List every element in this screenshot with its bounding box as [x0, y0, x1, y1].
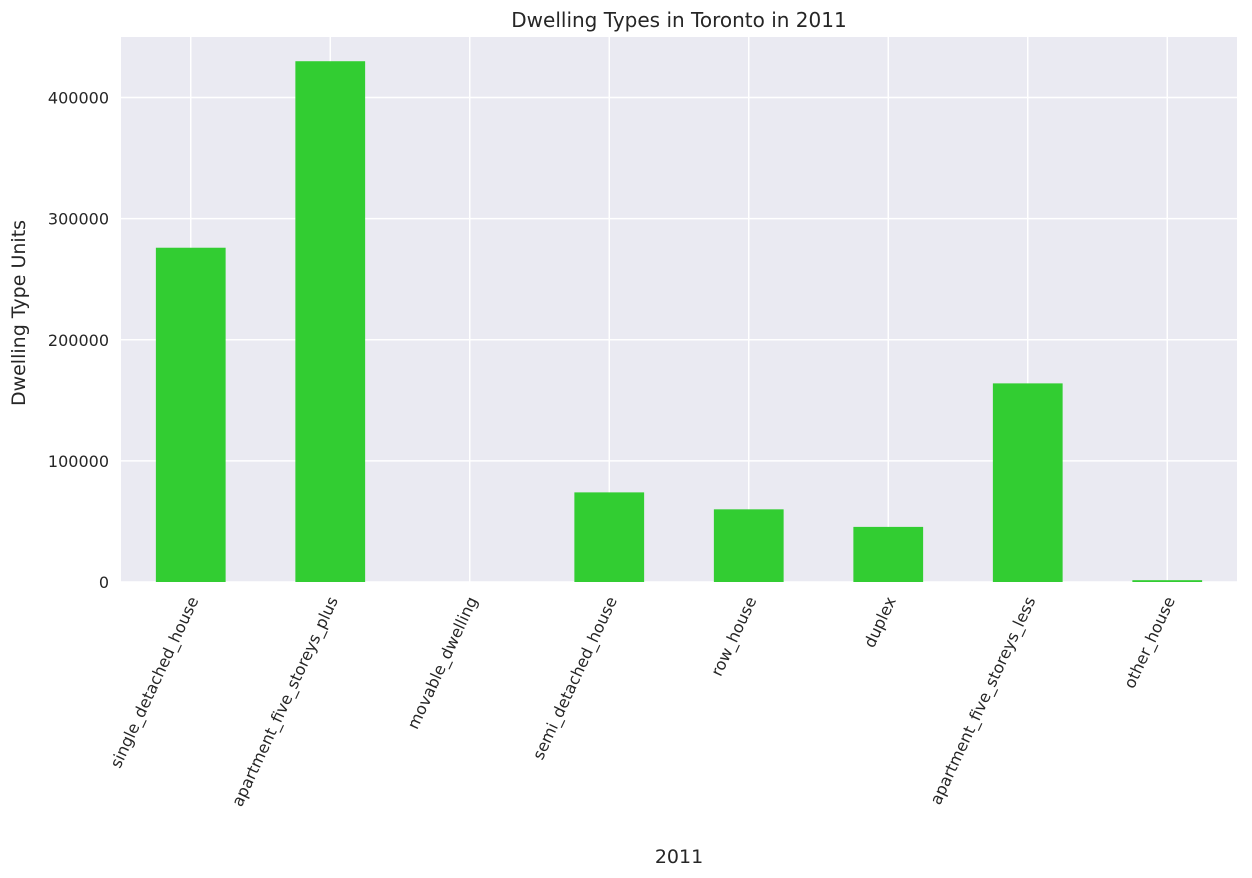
plot-area	[121, 37, 1237, 582]
y-axis-ticks: 0 100000 200000 300000 400000	[48, 89, 109, 592]
bars	[155, 61, 1203, 582]
x-tick-label: movable_dwelling	[403, 594, 482, 733]
y-tick-label: 0	[99, 573, 109, 592]
bar-semi-detached-house	[574, 492, 645, 582]
bar-single-detached-house	[155, 247, 226, 582]
x-tick-label: row_house	[707, 594, 761, 680]
y-tick-label: 400000	[48, 89, 109, 108]
x-tick-label: duplex	[860, 594, 900, 651]
y-tick-label: 300000	[48, 210, 109, 229]
x-axis-ticks: single_detached_house apartment_five_stor…	[106, 594, 1180, 810]
y-axis-label: Dwelling Type Units	[8, 220, 30, 406]
bar-row-house	[713, 509, 784, 582]
bar-apartment-five-storeys-plus	[295, 61, 366, 582]
x-tick-label: other_house	[1120, 594, 1180, 692]
bar-other-house	[1132, 580, 1203, 582]
chart-title: Dwelling Types in Toronto in 2011	[511, 8, 846, 32]
x-axis-label: 2011	[655, 846, 703, 868]
x-tick-label: apartment_five_storeys_less	[926, 594, 1040, 808]
x-tick-label: apartment_five_storeys_plus	[228, 594, 343, 810]
y-tick-label: 200000	[48, 331, 109, 350]
x-tick-label: single_detached_house	[106, 594, 203, 772]
x-tick-label: semi_detached_house	[529, 594, 622, 763]
bar-duplex	[853, 526, 924, 582]
y-tick-label: 100000	[48, 452, 109, 471]
bar-apartment-five-storeys-less	[992, 383, 1063, 582]
